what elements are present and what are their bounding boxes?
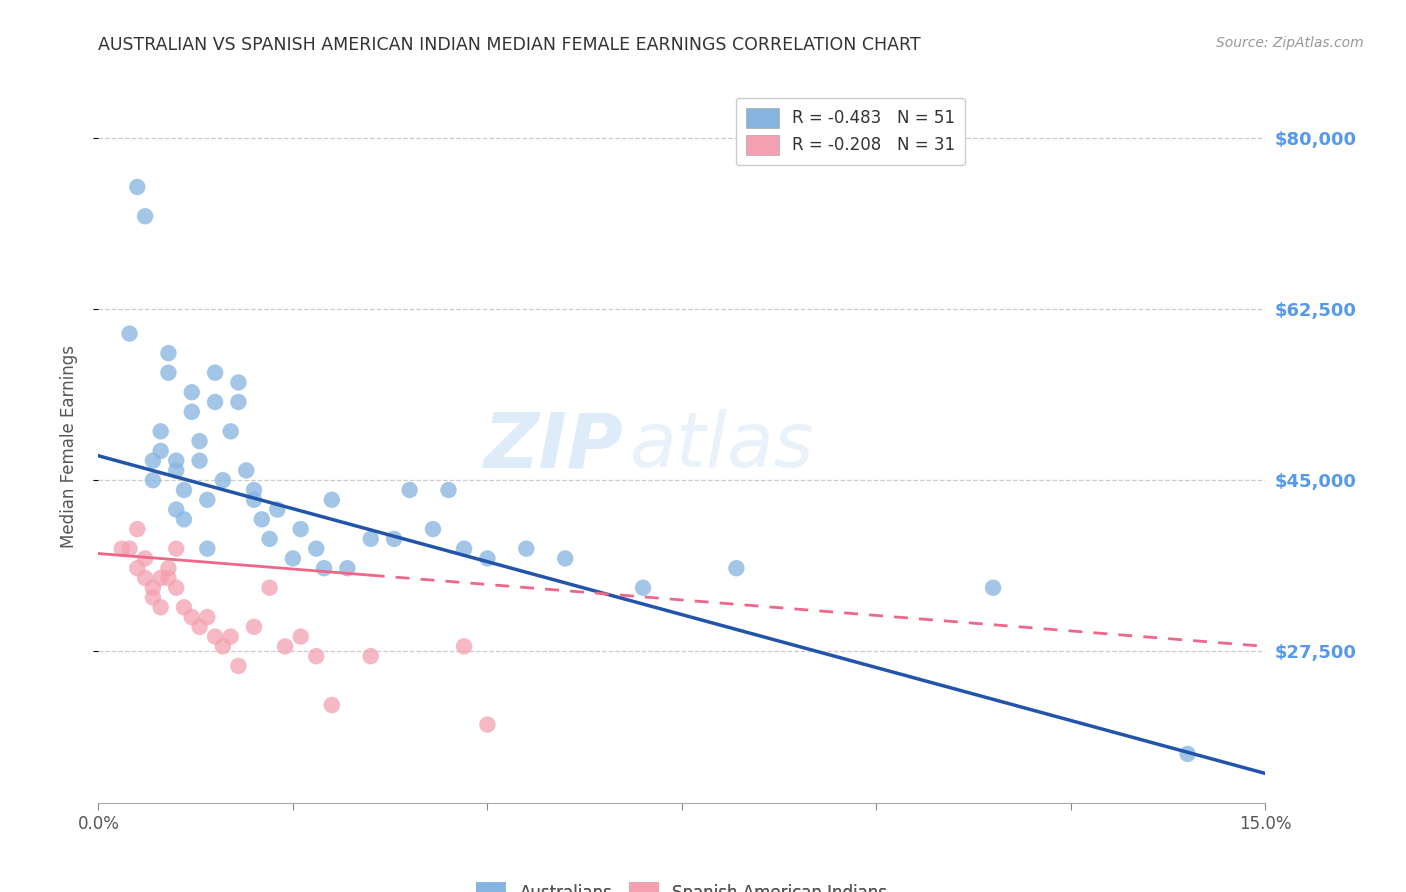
Point [149,425,172,439]
Point [212,473,235,487]
Point [157,346,180,360]
Point [477,717,499,731]
Point [142,581,165,595]
Point [188,453,211,467]
Point [266,502,288,516]
Point [219,425,242,439]
Point [274,640,297,654]
Point [281,551,304,566]
Point [142,453,165,467]
Point [321,492,343,507]
Point [149,600,172,615]
Point [142,473,165,487]
Point [243,492,266,507]
Point [725,561,748,575]
Point [188,620,211,634]
Point [180,385,202,400]
Point [127,180,149,194]
Text: ZIP: ZIP [484,409,624,483]
Point [157,571,180,585]
Point [259,581,281,595]
Point [235,463,257,477]
Point [180,610,202,624]
Point [111,541,134,556]
Point [180,405,202,419]
Point [382,532,405,546]
Point [336,561,359,575]
Point [204,395,226,409]
Point [118,326,141,341]
Y-axis label: Median Female Earnings: Median Female Earnings [59,344,77,548]
Point [188,434,211,449]
Point [165,463,187,477]
Point [195,492,218,507]
Point [453,541,475,556]
Point [228,659,250,673]
Point [173,483,195,497]
Point [228,376,250,390]
Point [290,630,312,644]
Point [305,649,328,664]
Point [422,522,444,536]
Point [173,512,195,526]
Point [134,209,156,223]
Point [149,571,172,585]
Point [554,551,576,566]
Point [453,640,475,654]
Point [515,541,537,556]
Text: Source: ZipAtlas.com: Source: ZipAtlas.com [1216,36,1364,50]
Point [165,502,187,516]
Point [981,581,1004,595]
Point [195,541,218,556]
Text: atlas: atlas [630,409,814,483]
Point [173,600,195,615]
Point [134,571,156,585]
Point [157,366,180,380]
Point [321,698,343,712]
Point [149,443,172,458]
Point [360,532,382,546]
Point [134,551,156,566]
Point [360,649,382,664]
Point [398,483,420,497]
Point [165,581,187,595]
Point [243,483,266,497]
Point [312,561,335,575]
Point [165,453,187,467]
Point [118,541,141,556]
Point [165,541,187,556]
Point [250,512,273,526]
Point [243,620,266,634]
Point [305,541,328,556]
Point [195,610,218,624]
Point [259,532,281,546]
Legend: Australians, Spanish American Indians: Australians, Spanish American Indians [470,875,894,892]
Point [1177,747,1199,761]
Point [127,561,149,575]
Point [477,551,499,566]
Point [157,561,180,575]
Point [219,630,242,644]
Point [290,522,312,536]
Point [204,630,226,644]
Point [127,522,149,536]
Point [204,366,226,380]
Point [142,591,165,605]
Point [228,395,250,409]
Point [212,640,235,654]
Point [437,483,460,497]
Point [631,581,654,595]
Text: AUSTRALIAN VS SPANISH AMERICAN INDIAN MEDIAN FEMALE EARNINGS CORRELATION CHART: AUSTRALIAN VS SPANISH AMERICAN INDIAN ME… [98,36,921,54]
